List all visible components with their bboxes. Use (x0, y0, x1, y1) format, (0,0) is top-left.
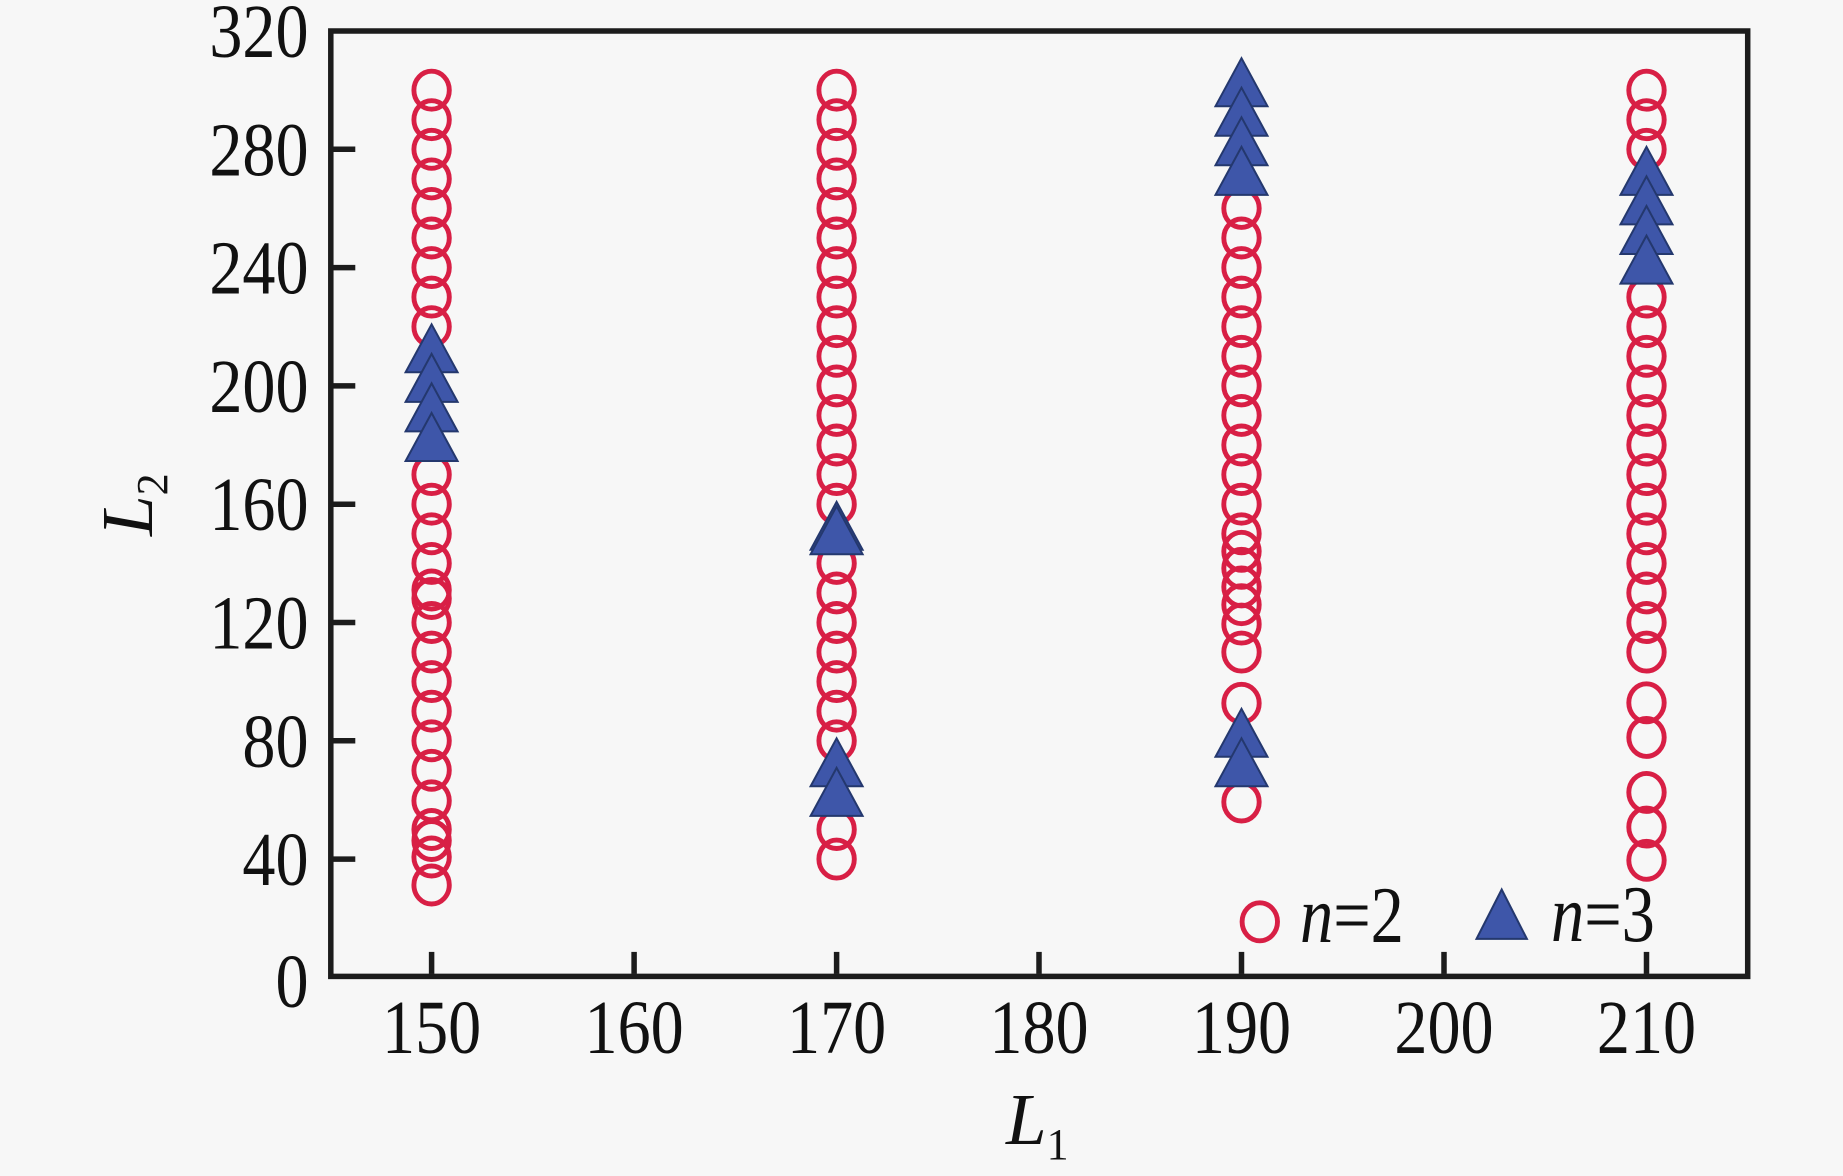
svg-text:L1: L1 (1005, 1079, 1069, 1169)
svg-text:210: 210 (1597, 987, 1696, 1070)
svg-text:200: 200 (209, 346, 308, 429)
svg-text:320: 320 (209, 0, 308, 74)
svg-text:0: 0 (275, 941, 308, 1024)
svg-text:80: 80 (242, 701, 308, 784)
svg-text:n=3: n=3 (1551, 869, 1655, 958)
svg-text:160: 160 (209, 464, 308, 547)
svg-text:240: 240 (209, 227, 308, 310)
svg-text:280: 280 (209, 109, 308, 192)
svg-text:180: 180 (989, 987, 1088, 1070)
svg-text:190: 190 (1192, 987, 1291, 1070)
svg-text:120: 120 (209, 582, 308, 665)
svg-text:170: 170 (787, 987, 886, 1070)
svg-text:150: 150 (382, 987, 481, 1070)
svg-text:L2: L2 (87, 473, 177, 537)
svg-text:n=2: n=2 (1300, 870, 1404, 959)
svg-text:40: 40 (242, 819, 308, 902)
svg-text:160: 160 (585, 987, 684, 1070)
svg-text:200: 200 (1394, 987, 1493, 1070)
